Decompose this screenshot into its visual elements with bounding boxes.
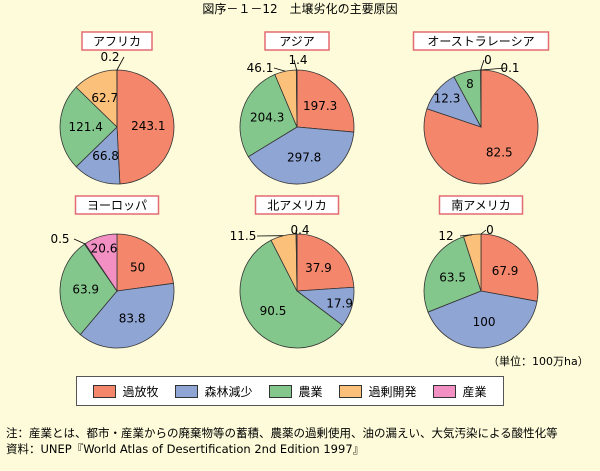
legend-swatch-overgrazing xyxy=(93,384,117,398)
leader-4-4 xyxy=(295,229,297,235)
region-box-0 xyxy=(81,31,153,51)
value-label-0-2: 121.4 xyxy=(68,120,102,134)
slice-1-1 xyxy=(247,126,355,185)
pie-1: アジア 197.3 297.8 204.3 46.1 1.4 xyxy=(239,31,355,185)
value-label-4-4: 0.4 xyxy=(290,223,309,237)
legend-label-overgrazing: 過放牧 xyxy=(122,384,159,399)
value-label-5-3: 12 xyxy=(438,229,453,243)
value-label-4-2: 90.5 xyxy=(260,304,287,318)
value-label-3-1: 83.8 xyxy=(119,311,146,325)
value-label-3-3: 0.5 xyxy=(50,232,69,246)
value-label-0-3: 62.7 xyxy=(91,91,118,105)
value-label-0-4: 0.2 xyxy=(100,50,119,64)
region-name-0: アフリカ xyxy=(93,35,141,49)
unit-label: （単位：100万ha） xyxy=(488,355,589,368)
legend-swatch-industry xyxy=(433,384,457,398)
region-box-2 xyxy=(412,31,550,51)
slice-5-2 xyxy=(423,236,482,313)
slice-3-0 xyxy=(116,233,174,292)
chart-title: 図序－１－12 土壌劣化の主要原因 xyxy=(202,1,397,16)
region-name-1: アジア xyxy=(279,35,315,49)
value-label-0-1: 66.8 xyxy=(92,149,119,163)
value-label-5-2: 63.5 xyxy=(439,271,466,285)
region-name-4: 北アメリカ xyxy=(267,199,326,213)
value-label-5-1: 100 xyxy=(473,315,496,329)
legend-item-industry: 産業 xyxy=(433,383,487,400)
value-label-1-4: 1.4 xyxy=(288,53,307,67)
legend-label-agriculture: 農業 xyxy=(298,384,323,399)
value-label-2-1: 12.3 xyxy=(434,91,461,105)
legend-item-deforestation: 森林減少 xyxy=(175,383,253,400)
legend-item-overexploitation: 過剰開発 xyxy=(339,383,417,400)
value-label-2-4: 0.1 xyxy=(500,61,519,75)
value-label-4-0: 37.9 xyxy=(305,261,332,275)
pie-4: 北アメリカ 37.9 17.9 90.5 11.5 0.4 xyxy=(230,195,355,349)
slice-0-2 xyxy=(59,86,118,168)
region-name-3: ヨーロッパ xyxy=(87,199,147,213)
region-box-4 xyxy=(254,195,340,215)
pie-charts-svg: 図序－１－12 土壌劣化の主要原因アフリカ243.166.8121.462.70… xyxy=(50,1,550,349)
leader-3-3 xyxy=(73,238,86,245)
leader-5-4 xyxy=(480,229,487,235)
slice-1-2 xyxy=(239,73,298,158)
pie-0: アフリカ 243.1 66.8 121.4 62.7 0.2 xyxy=(59,31,175,185)
value-label-2-0: 82.5 xyxy=(486,145,513,159)
slice-1-0 xyxy=(296,69,355,133)
slice-3-4 xyxy=(84,233,118,293)
legend-item-agriculture: 農業 xyxy=(269,383,323,400)
pie-3: ヨーロッパ 50 83.8 63.9 0.5 20.6 xyxy=(50,195,175,349)
notes: 注：産業とは、都市・産業からの廃棄物等の蓄積、農薬の過剰使用、油の漏えい、大気汚… xyxy=(6,425,558,457)
slice-3-1 xyxy=(79,282,175,349)
legend-label-deforestation: 森林減少 xyxy=(204,384,253,399)
value-label-2-2: 8 xyxy=(466,77,474,91)
value-label-1-0: 197.3 xyxy=(303,99,337,113)
value-label-2-3: 0 xyxy=(484,53,492,67)
slice-3-2 xyxy=(59,243,118,336)
slice-4-2 xyxy=(239,239,344,349)
value-label-4-3: 11.5 xyxy=(230,229,257,243)
leader-2-4 xyxy=(480,67,507,71)
region-name-5: 南アメリカ xyxy=(451,198,510,213)
legend-swatch-overexploitation xyxy=(339,384,363,398)
note-line-1: 注：産業とは、都市・産業からの廃棄物等の蓄積、農薬の過剰使用、油の漏えい、大気汚… xyxy=(6,426,558,440)
legend-item-overgrazing: 過放牧 xyxy=(93,383,159,400)
legend-swatch-agriculture xyxy=(269,384,293,398)
value-label-1-1: 297.8 xyxy=(287,151,321,165)
value-label-1-3: 46.1 xyxy=(247,61,274,75)
leader-2-3 xyxy=(480,59,485,71)
pie-5: 南アメリカ 67.9 100 63.5 12 0 xyxy=(423,195,539,349)
slice-2-0 xyxy=(423,69,539,185)
slice-0-0 xyxy=(116,69,175,185)
value-label-4-1: 17.9 xyxy=(326,297,353,311)
region-name-2: オーストラレーシア xyxy=(427,35,534,49)
region-box-5 xyxy=(438,195,524,215)
slice-5-1 xyxy=(427,290,538,349)
value-label-3-4: 20.6 xyxy=(91,241,118,255)
value-label-3-0: 50 xyxy=(130,260,145,274)
value-label-5-4: 0 xyxy=(486,223,494,237)
region-box-3 xyxy=(74,195,160,215)
leader-0-4 xyxy=(116,56,125,71)
note-line-2: 資料：UNEP『World Atlas of Desertification 2… xyxy=(6,442,365,456)
legend-label-overexploitation: 過剰開発 xyxy=(368,384,417,399)
pie-2: オーストラレーシア 82.5 12.3 80 0.1 xyxy=(412,31,550,185)
legend-label-industry: 産業 xyxy=(462,384,487,399)
leader-1-4 xyxy=(293,59,298,71)
value-label-0-0: 243.1 xyxy=(131,119,165,133)
legend-swatch-deforestation xyxy=(175,384,199,398)
slice-5-0 xyxy=(480,233,539,302)
leader-1-3 xyxy=(273,67,286,72)
value-label-1-2: 204.3 xyxy=(250,110,284,124)
slice-4-0 xyxy=(296,233,355,292)
region-box-1 xyxy=(264,31,330,51)
leader-5-3 xyxy=(459,234,473,237)
value-label-5-0: 67.9 xyxy=(492,264,519,278)
legend: 過放牧 森林減少 農業 過剰開発 産業 xyxy=(76,376,504,406)
value-label-3-2: 63.9 xyxy=(72,283,99,297)
